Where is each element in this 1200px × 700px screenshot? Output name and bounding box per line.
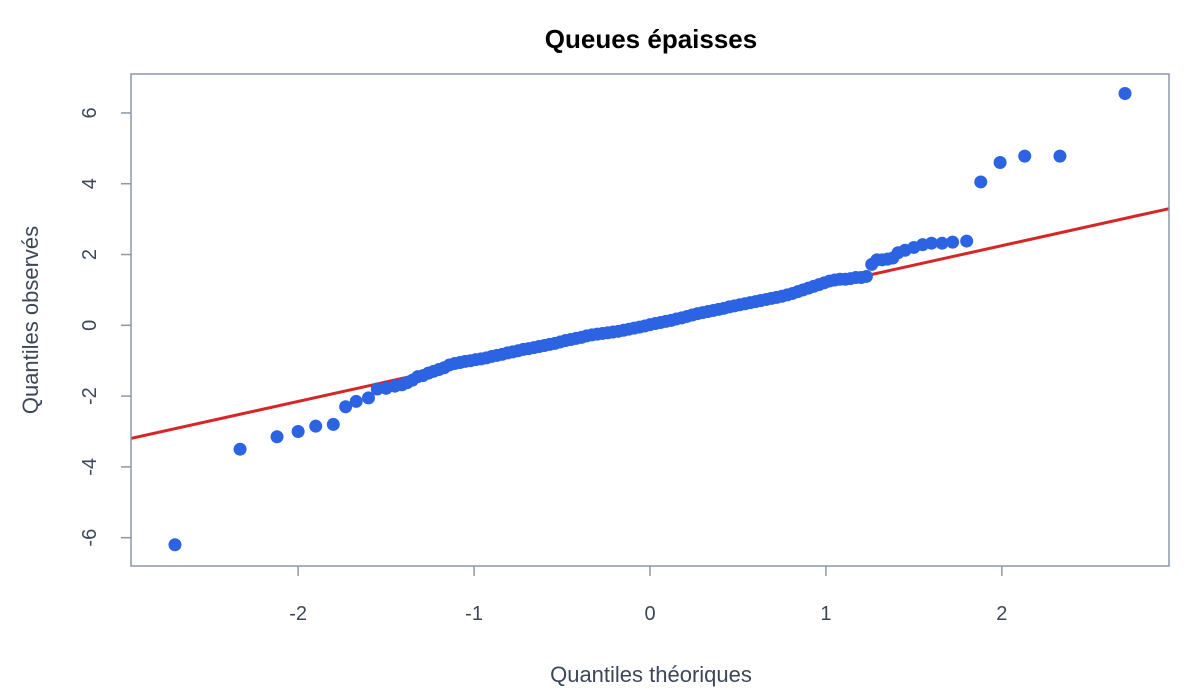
data-point bbox=[270, 430, 284, 444]
data-point bbox=[339, 400, 353, 414]
data-point bbox=[960, 234, 974, 248]
data-point bbox=[974, 175, 988, 189]
data-point bbox=[362, 391, 376, 405]
plot-frame bbox=[130, 73, 1170, 567]
x-tick-label: 2 bbox=[996, 603, 1007, 625]
data-point bbox=[233, 442, 247, 456]
data-point bbox=[935, 236, 949, 250]
x-tick-label: 1 bbox=[820, 603, 831, 625]
data-point bbox=[1018, 149, 1032, 163]
y-axis-label: Quantiles observés bbox=[18, 226, 43, 414]
y-tick-label: 6 bbox=[79, 107, 101, 118]
data-point bbox=[1053, 149, 1067, 163]
data-point bbox=[1118, 86, 1132, 100]
y-tick-label: -6 bbox=[79, 529, 101, 547]
y-tick-label: -4 bbox=[79, 458, 101, 476]
x-tick-label: -2 bbox=[289, 603, 307, 625]
data-point bbox=[291, 424, 305, 438]
y-tick-label: 0 bbox=[79, 320, 101, 331]
y-axis: -6 -4 -2 0 2 4 6 bbox=[79, 107, 131, 547]
data-point bbox=[349, 394, 363, 408]
y-tick-label: -2 bbox=[79, 387, 101, 405]
data-point bbox=[168, 538, 182, 552]
data-point bbox=[326, 417, 340, 431]
data-point bbox=[993, 155, 1007, 169]
x-tick-label: -1 bbox=[465, 603, 483, 625]
data-point bbox=[859, 269, 873, 283]
data-point bbox=[946, 235, 960, 249]
x-axis-label: Quantiles théoriques bbox=[550, 662, 752, 687]
chart-title: Queues épaisses bbox=[545, 24, 757, 54]
data-point bbox=[309, 419, 323, 433]
y-tick-label: 2 bbox=[79, 249, 101, 260]
x-axis: -2 -1 0 1 2 bbox=[289, 566, 1007, 625]
y-tick-label: 4 bbox=[79, 178, 101, 189]
data-point bbox=[924, 236, 938, 250]
x-tick-label: 0 bbox=[644, 603, 655, 625]
